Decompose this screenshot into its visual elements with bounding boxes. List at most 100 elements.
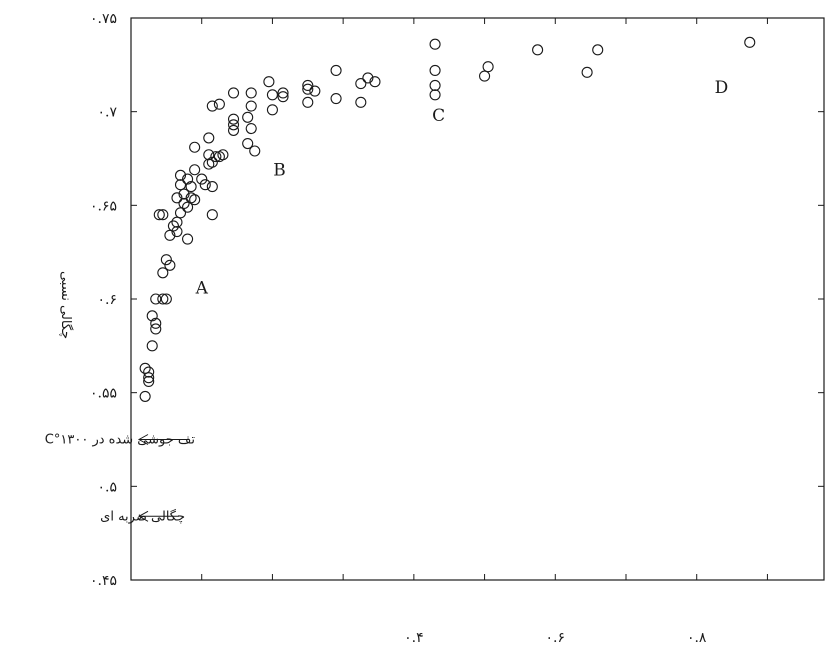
data-point xyxy=(330,93,342,105)
data-point xyxy=(429,79,441,91)
data-point xyxy=(429,64,441,77)
data-point xyxy=(245,122,257,135)
data-point xyxy=(479,70,491,82)
data-point xyxy=(160,293,172,305)
x-axis-ticks: ۰.۴ ۰.۶ ۰.۸ xyxy=(201,18,768,646)
data-point xyxy=(302,83,314,95)
data-point xyxy=(139,390,151,402)
data-point xyxy=(182,173,194,185)
data-point xyxy=(302,96,314,108)
data-point xyxy=(143,372,155,384)
data-point xyxy=(185,181,197,193)
data-point xyxy=(189,194,201,206)
data-point xyxy=(150,293,162,305)
data-point xyxy=(210,151,222,163)
data-point xyxy=(266,89,278,101)
data-point xyxy=(157,293,169,305)
data-point xyxy=(277,91,289,103)
data-point xyxy=(245,87,257,99)
data-point xyxy=(429,38,441,50)
y-tick-label: ۰.۶۵ xyxy=(90,198,117,214)
data-point xyxy=(171,226,183,238)
region-label: C xyxy=(432,106,445,126)
data-point xyxy=(146,340,158,352)
data-point xyxy=(245,100,257,112)
data-point xyxy=(178,197,190,210)
data-point xyxy=(164,229,176,241)
data-point xyxy=(581,66,593,78)
data-point xyxy=(146,310,158,322)
data-point xyxy=(182,201,194,213)
region-labels: A B C D xyxy=(195,78,729,298)
data-point xyxy=(227,124,240,136)
data-point xyxy=(182,233,194,245)
data-point xyxy=(242,111,254,123)
data-point xyxy=(174,169,187,181)
data-point xyxy=(242,137,254,150)
plot-frame xyxy=(130,17,825,581)
data-point xyxy=(362,72,374,84)
data-point xyxy=(206,156,218,168)
arrow-head-icon xyxy=(137,510,149,522)
data-point xyxy=(369,76,381,88)
data-point xyxy=(227,113,240,125)
data-point xyxy=(213,98,225,110)
y-axis-label: چگالی نسبی xyxy=(58,271,74,339)
data-point xyxy=(167,220,179,232)
data-point xyxy=(277,87,289,99)
data-point xyxy=(429,89,441,101)
region-label: A xyxy=(195,278,209,298)
data-point xyxy=(171,216,183,228)
data-point xyxy=(203,132,215,144)
data-point xyxy=(189,141,201,153)
data-point xyxy=(143,375,155,387)
data-point xyxy=(330,64,342,77)
x-tick-label: ۰.۸ xyxy=(687,630,707,646)
data-point xyxy=(592,44,604,56)
data-point xyxy=(196,173,208,185)
y-tick-label: ۰.۷۵ xyxy=(90,11,117,27)
data-point xyxy=(171,192,183,204)
data-point xyxy=(203,149,215,161)
y-tick-label: ۰.۵ xyxy=(98,479,118,495)
y-axis-ticks: ۰.۷۵ ۰.۷ ۰.۶۵ ۰.۶ ۰.۵۵ ۰.۵ ۰.۴۵ xyxy=(90,11,824,589)
reference-arrows: تف جوشی شده در ۱۳۰۰°C چگالی ضربه ای xyxy=(45,433,196,525)
region-label: D xyxy=(715,78,729,98)
x-tick-label: ۰.۴ xyxy=(404,630,424,646)
data-point xyxy=(227,119,240,131)
data-point xyxy=(263,76,275,88)
data-point xyxy=(249,145,261,157)
data-point xyxy=(309,85,321,97)
data-point xyxy=(178,188,190,200)
data-point xyxy=(157,209,169,221)
arrow-head-icon xyxy=(137,434,149,445)
data-point xyxy=(206,209,218,221)
data-point xyxy=(206,181,218,193)
y-tick-label: ۰.۶ xyxy=(98,292,118,308)
data-point xyxy=(227,87,240,99)
data-point xyxy=(153,209,165,221)
data-point xyxy=(143,366,155,378)
y-tick-label: ۰.۷ xyxy=(98,105,118,121)
data-point xyxy=(302,79,314,91)
data-points xyxy=(139,36,756,402)
data-point xyxy=(355,78,367,90)
y-tick-label: ۰.۴۵ xyxy=(90,573,117,589)
data-point xyxy=(174,179,187,191)
data-point xyxy=(139,362,151,374)
data-point xyxy=(174,207,187,219)
y-tick-label: ۰.۵۵ xyxy=(90,386,117,402)
data-point xyxy=(482,61,494,73)
reference-annotation: چگالی ضربه ای xyxy=(100,508,185,524)
data-point xyxy=(189,164,201,176)
data-point xyxy=(217,149,229,161)
data-point xyxy=(532,44,544,56)
data-point xyxy=(266,104,278,116)
reference-annotation: تف جوشی شده در ۱۳۰۰°C xyxy=(45,433,196,448)
data-point xyxy=(150,317,162,329)
region-label: B xyxy=(273,160,286,180)
data-point xyxy=(355,96,367,108)
data-point xyxy=(744,36,756,48)
data-point xyxy=(199,179,211,191)
